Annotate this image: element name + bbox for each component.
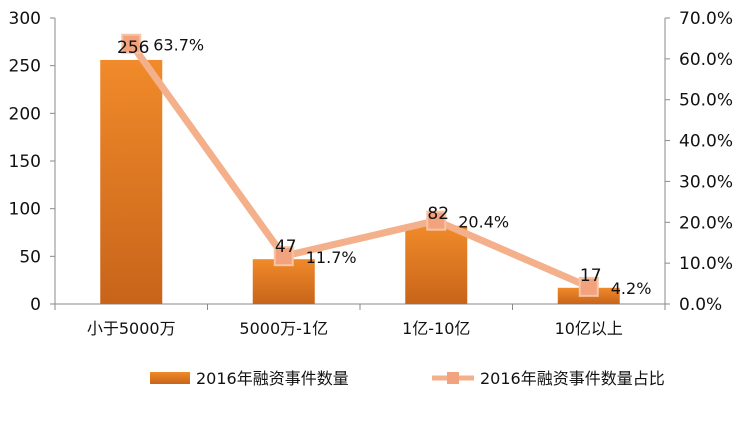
y-left-tick-label: 250 [9, 57, 41, 77]
bar-value-label: 47 [275, 237, 297, 257]
line-point [273, 246, 294, 267]
legend-bar-label: 2016年融资事件数量 [196, 369, 349, 388]
bar [252, 259, 315, 304]
x-tick-label: 小于5000万 [87, 319, 176, 338]
line-series [121, 33, 599, 297]
y-right-tick-label: 0.0% [679, 295, 722, 315]
line-point [578, 276, 599, 297]
y-right-tick-label: 70.0% [679, 9, 733, 29]
series-line [127, 40, 593, 291]
bar-series [100, 59, 620, 304]
y-left-tick-label: 100 [9, 200, 41, 220]
bar [405, 225, 468, 304]
line-value-label: 4.2% [611, 279, 652, 298]
legend-bar-swatch [150, 372, 190, 384]
x-tick-label: 5000万-1亿 [239, 319, 328, 338]
line-value-label: 20.4% [458, 213, 509, 232]
y-right-tick-label: 20.0% [679, 213, 733, 233]
line-value-label: 11.7% [306, 248, 357, 267]
line-value-label: 63.7% [153, 36, 204, 55]
bar-value-label: 82 [427, 204, 449, 224]
y-left-tick-label: 150 [9, 152, 41, 172]
bar-value-label: 17 [580, 266, 602, 286]
legend-line-marker [447, 372, 459, 384]
y-left-tick-label: 0 [30, 295, 41, 315]
legend: 2016年融资事件数量 2016年融资事件数量占比 [150, 369, 665, 388]
y-left-tick-label: 300 [9, 9, 41, 29]
legend-line-label: 2016年融资事件数量占比 [480, 369, 665, 388]
y-right-tick-label: 30.0% [679, 172, 733, 192]
x-tick-label: 10亿以上 [555, 319, 623, 338]
y-right-tick-label: 60.0% [679, 50, 733, 70]
y-right-tick-label: 50.0% [679, 91, 733, 111]
line-point [121, 33, 142, 54]
axes: 0 50 100 150 200 250 300 0.0% 10.0% 20.0% 30.0% 40.… [9, 9, 733, 338]
y-right-tick-label: 40.0% [679, 132, 733, 152]
line-point [426, 210, 447, 231]
y-left-tick-label: 200 [9, 104, 41, 124]
x-tick-label: 1亿-10亿 [402, 319, 470, 338]
bar-value-label: 256 [117, 38, 149, 58]
y-right-tick-label: 10.0% [679, 254, 733, 274]
bar [100, 59, 163, 304]
y-left-tick-label: 50 [19, 247, 41, 267]
data-labels: 256 47 82 17 63.7% 11.7% 20.4% 4.2% [117, 36, 651, 298]
